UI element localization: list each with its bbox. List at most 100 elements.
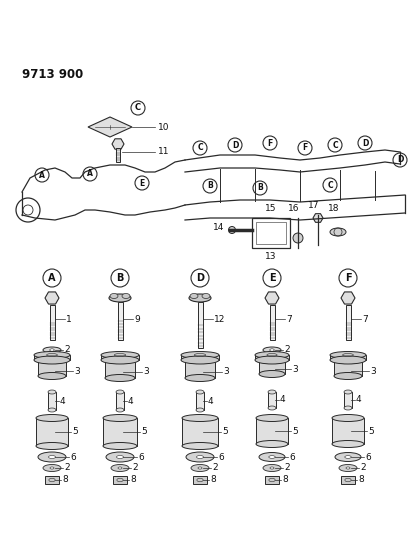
Circle shape	[111, 269, 129, 287]
Bar	[48, 392, 56, 410]
Ellipse shape	[34, 356, 70, 364]
Text: 9713 900: 9713 900	[22, 68, 83, 81]
Ellipse shape	[118, 467, 122, 469]
Text: 13: 13	[265, 252, 277, 261]
Bar	[255, 355, 289, 360]
Bar	[101, 355, 139, 360]
Bar	[256, 222, 286, 244]
Bar	[113, 476, 127, 484]
Ellipse shape	[255, 356, 289, 364]
Text: D: D	[196, 273, 204, 283]
Text: 1: 1	[66, 314, 72, 324]
Ellipse shape	[196, 390, 204, 394]
Text: 3: 3	[74, 367, 80, 376]
Ellipse shape	[334, 373, 362, 379]
Text: 8: 8	[282, 475, 288, 484]
Ellipse shape	[38, 373, 66, 379]
Ellipse shape	[103, 442, 137, 449]
Ellipse shape	[330, 228, 346, 236]
Bar	[346, 305, 351, 340]
Text: 4: 4	[356, 395, 362, 405]
Text: B: B	[257, 183, 263, 192]
Ellipse shape	[202, 294, 210, 298]
Text: 14: 14	[212, 222, 224, 231]
Text: 2: 2	[284, 345, 290, 354]
Ellipse shape	[110, 294, 118, 298]
Ellipse shape	[34, 351, 70, 359]
Bar	[334, 360, 362, 376]
Ellipse shape	[344, 406, 352, 410]
Circle shape	[253, 181, 267, 195]
Text: 2: 2	[64, 464, 69, 472]
Bar	[103, 418, 137, 446]
Text: 5: 5	[141, 427, 147, 437]
Text: 11: 11	[158, 148, 169, 157]
Bar	[256, 418, 288, 444]
Ellipse shape	[191, 464, 209, 472]
Text: F: F	[302, 143, 307, 152]
Text: 6: 6	[70, 453, 76, 462]
Circle shape	[358, 136, 372, 150]
Text: 2: 2	[132, 464, 138, 472]
Text: A: A	[48, 273, 56, 283]
Ellipse shape	[335, 453, 361, 462]
Bar	[252, 218, 290, 248]
Bar	[332, 418, 364, 444]
Circle shape	[228, 138, 242, 152]
Text: D: D	[362, 139, 368, 148]
Text: B: B	[116, 273, 124, 283]
Circle shape	[43, 269, 61, 287]
Text: 3: 3	[223, 367, 229, 376]
Ellipse shape	[256, 440, 288, 448]
Ellipse shape	[101, 351, 139, 359]
Circle shape	[83, 167, 97, 181]
Text: C: C	[327, 181, 333, 190]
Ellipse shape	[116, 390, 124, 394]
Ellipse shape	[105, 375, 135, 382]
Text: 2: 2	[64, 345, 69, 354]
Ellipse shape	[181, 351, 219, 359]
Text: 4: 4	[280, 395, 286, 405]
Text: 4: 4	[128, 397, 134, 406]
Text: B: B	[207, 182, 213, 190]
Bar	[182, 418, 218, 446]
Ellipse shape	[259, 357, 285, 364]
Ellipse shape	[256, 415, 288, 422]
Polygon shape	[45, 292, 59, 304]
Bar	[270, 305, 275, 340]
Text: F: F	[345, 273, 351, 283]
Text: D: D	[397, 156, 403, 165]
Circle shape	[263, 136, 277, 150]
Ellipse shape	[332, 415, 364, 422]
Ellipse shape	[116, 408, 124, 412]
Text: 12: 12	[214, 314, 225, 324]
Text: 6: 6	[218, 453, 224, 462]
Ellipse shape	[332, 440, 364, 448]
Bar	[45, 476, 59, 484]
Ellipse shape	[345, 456, 351, 458]
Text: 7: 7	[362, 314, 368, 324]
Ellipse shape	[268, 390, 276, 394]
Ellipse shape	[189, 294, 211, 302]
Text: 4: 4	[208, 397, 214, 406]
Ellipse shape	[339, 464, 357, 472]
Text: 10: 10	[158, 123, 169, 132]
Circle shape	[193, 141, 207, 155]
Text: 5: 5	[222, 427, 228, 437]
Text: 4: 4	[60, 397, 66, 406]
Ellipse shape	[48, 456, 55, 458]
Polygon shape	[341, 292, 355, 304]
Text: 5: 5	[292, 426, 298, 435]
Bar	[265, 476, 279, 484]
Ellipse shape	[270, 349, 274, 351]
Bar	[118, 302, 122, 340]
Bar	[198, 302, 203, 348]
Text: C: C	[135, 103, 141, 112]
Ellipse shape	[106, 452, 134, 462]
Circle shape	[323, 178, 337, 192]
Text: A: A	[87, 169, 93, 179]
Ellipse shape	[36, 442, 68, 449]
Ellipse shape	[105, 357, 135, 364]
Ellipse shape	[38, 357, 66, 364]
Circle shape	[191, 269, 209, 287]
